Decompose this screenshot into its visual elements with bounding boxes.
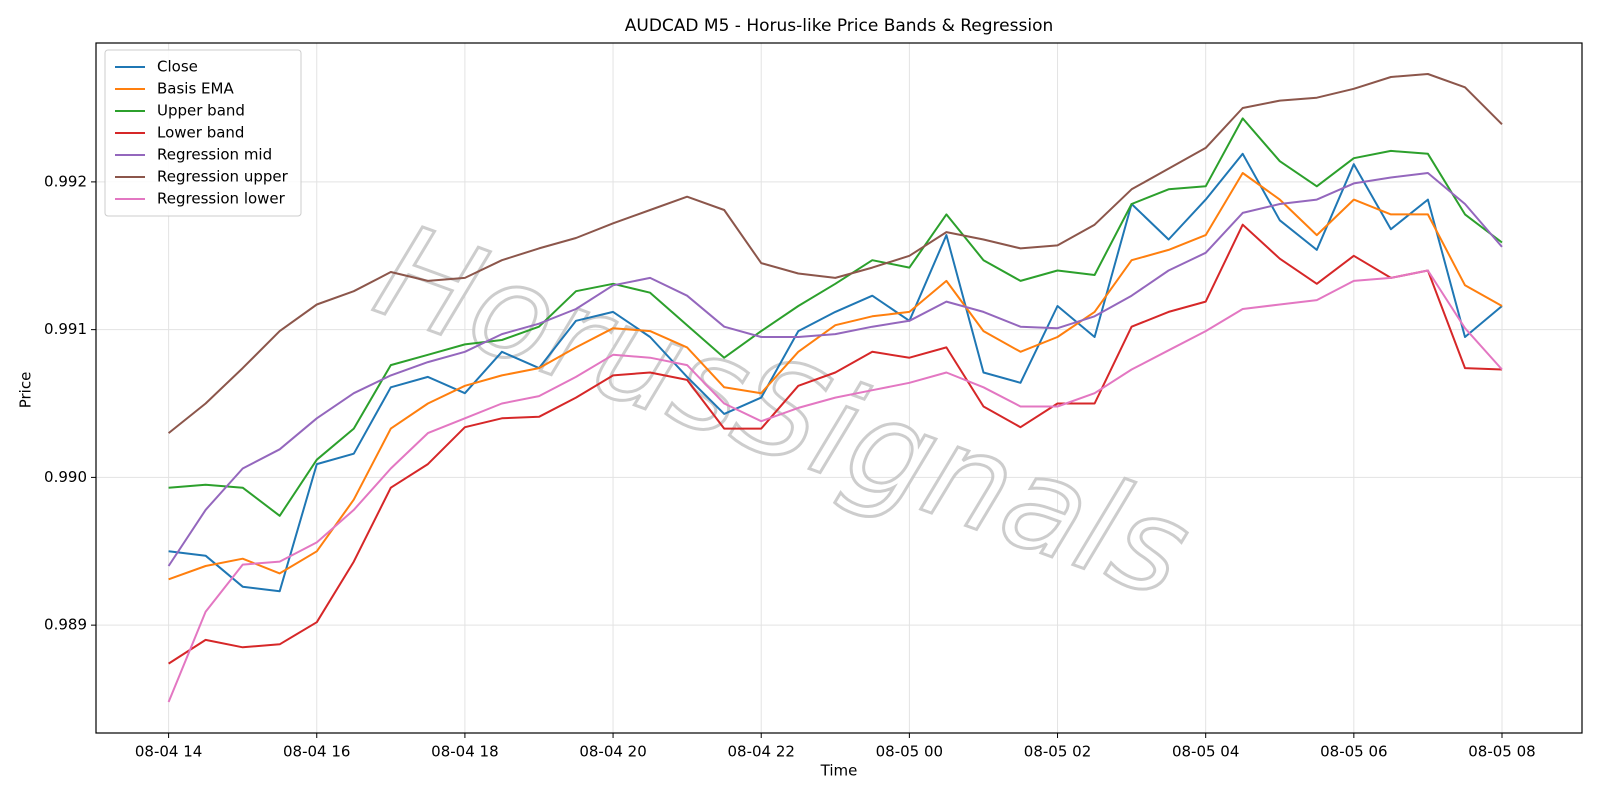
- x-tick-label: 08-05 04: [1172, 743, 1239, 761]
- legend-box: [104, 49, 302, 217]
- y-tick-label: 0.992: [44, 172, 87, 190]
- y-tick-label: 0.989: [44, 616, 87, 634]
- series-line: [168, 117, 1503, 517]
- legend-label: Regression upper: [157, 168, 289, 186]
- series-line: [168, 152, 1503, 593]
- x-tick-label: 08-04 18: [431, 743, 498, 761]
- legend-label: Lower band: [157, 124, 244, 142]
- x-tick-label: 08-04 22: [727, 743, 794, 761]
- legend-label: Basis EMA: [157, 80, 234, 98]
- legend-label: Regression mid: [157, 146, 272, 164]
- x-tick-label: 08-04 14: [135, 743, 202, 761]
- legend-label: Close: [157, 58, 198, 76]
- x-tick-label: 08-04 20: [579, 743, 646, 761]
- plot-frame: [95, 42, 1583, 734]
- series-line: [167, 73, 1503, 434]
- series-line: [168, 223, 1503, 665]
- legend: Close Basis EMA Upper band Lower band Regres…: [104, 49, 302, 217]
- y-axis-label: Price: [17, 372, 35, 409]
- x-tick-label: 08-05 08: [1468, 743, 1535, 761]
- x-tick-label: 08-04 16: [283, 743, 350, 761]
- x-axis-label: Time: [820, 762, 858, 780]
- x-tick-label: 08-05 02: [1024, 743, 1091, 761]
- x-tick-label: 08-05 00: [876, 743, 943, 761]
- ticks: 08-04 14 08-04 16 08-04 18 08-04 20 08-04 22…: [44, 172, 1536, 760]
- series-line: [167, 269, 1503, 703]
- legend-label: Upper band: [157, 102, 245, 120]
- x-tick-label: 08-05 06: [1320, 743, 1387, 761]
- y-tick-label: 0.991: [44, 320, 87, 338]
- series-line: [168, 172, 1503, 581]
- series-line: [167, 172, 1503, 567]
- legend-label: Regression lower: [157, 190, 286, 208]
- chart-title: AUDCAD M5 - Horus-like Price Bands & Reg…: [625, 16, 1054, 36]
- y-tick-label: 0.990: [44, 468, 87, 486]
- lines: [167, 73, 1503, 703]
